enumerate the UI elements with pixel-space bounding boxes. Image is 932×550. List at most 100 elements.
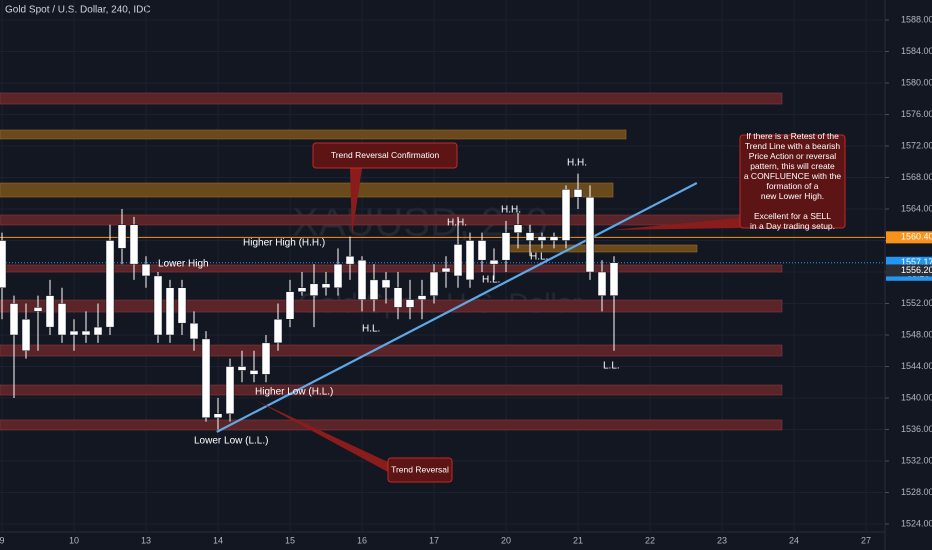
annotation: H.H. xyxy=(447,218,467,229)
annotation: H.H. xyxy=(567,158,587,169)
y-tick-label: 1544.00 xyxy=(901,361,932,371)
y-tick-label: 1564.00 xyxy=(901,203,932,213)
candle-body xyxy=(21,319,31,351)
chart-title: Gold Spot / U.S. Dollar, 240, IDC xyxy=(5,5,151,16)
x-tick-label: 24 xyxy=(789,535,799,545)
candle-body xyxy=(165,287,175,336)
candle-body xyxy=(609,262,619,296)
callout-text: formation of a xyxy=(767,181,819,191)
callout-text: If there is a Retest of the xyxy=(746,131,839,141)
candle-body xyxy=(237,366,247,371)
candle-body xyxy=(453,244,463,277)
zone xyxy=(0,182,614,198)
price-label: 1557.17 xyxy=(901,257,932,267)
candle-body xyxy=(33,307,43,312)
trendline xyxy=(216,182,698,433)
candle-body xyxy=(177,287,187,324)
candle-body xyxy=(117,224,127,249)
candle-body xyxy=(213,413,223,418)
annotation: H.L. xyxy=(482,275,500,286)
price-label: 1556.20 xyxy=(901,265,932,275)
candle-body xyxy=(153,275,163,336)
callout-text: pattern, this will create xyxy=(750,161,835,171)
candle-body xyxy=(381,279,391,288)
x-tick-label: 9 xyxy=(0,535,5,545)
candle-body xyxy=(549,236,559,241)
candle-body xyxy=(477,240,487,261)
callout-box xyxy=(387,457,453,483)
candle-body xyxy=(285,291,295,320)
candle-body xyxy=(561,189,571,241)
y-tick-label: 1548.00 xyxy=(901,329,932,339)
candle-body xyxy=(93,326,103,336)
candle-body xyxy=(45,295,55,328)
candle-body xyxy=(597,271,607,296)
zone xyxy=(0,419,783,431)
candle-body xyxy=(345,256,355,265)
candle-body xyxy=(417,295,427,300)
price-label-box xyxy=(886,264,932,277)
y-tick-label: 1580.00 xyxy=(901,77,932,87)
callout-pointer xyxy=(255,400,388,472)
candle-body xyxy=(393,287,403,308)
x-tick-label: 20 xyxy=(501,535,511,545)
candle-body xyxy=(81,330,91,336)
candle-body xyxy=(189,322,199,340)
y-tick-label: 1584.00 xyxy=(901,46,932,56)
callout-pointer xyxy=(612,218,740,230)
candle-body xyxy=(369,279,379,300)
candle-body xyxy=(9,303,19,336)
zone xyxy=(0,384,783,396)
candle-body xyxy=(573,189,583,198)
price-label: 1560.40 xyxy=(901,232,932,242)
candle-body xyxy=(225,366,235,414)
candle-body xyxy=(585,196,595,273)
candle-body xyxy=(405,299,415,308)
callout-text: in a Day trading setup. xyxy=(750,221,835,231)
y-tick-label: 1532.00 xyxy=(901,455,932,465)
zone xyxy=(0,264,783,273)
candle-body xyxy=(273,319,283,344)
x-tick-label: 23 xyxy=(717,535,727,545)
callout-text: Price Action or reversal xyxy=(749,151,837,161)
x-tick-label: 14 xyxy=(213,535,223,545)
annotation: H.H. xyxy=(501,205,521,216)
annotation: H.L. xyxy=(362,324,380,335)
candle-body xyxy=(105,240,115,328)
y-tick-label: 1572.00 xyxy=(901,140,932,150)
y-tick-label: 1552.00 xyxy=(901,298,932,308)
candle-body xyxy=(57,303,67,336)
callout-text: Trend Reversal xyxy=(391,464,449,474)
x-tick-label: 22 xyxy=(645,535,655,545)
price-label-box xyxy=(886,231,932,244)
annotation: Higher High (H.H.) xyxy=(243,238,325,249)
candle-body xyxy=(249,370,259,375)
zone xyxy=(0,344,783,357)
candle-body xyxy=(357,259,367,300)
callout-text: new Lower High. xyxy=(761,191,824,201)
x-tick-label: 21 xyxy=(573,535,583,545)
candle-body xyxy=(465,240,475,281)
candle-body xyxy=(141,263,151,277)
candle-body xyxy=(201,338,211,418)
candle-body xyxy=(321,283,331,288)
callout-text: Trend Reversal Confirmation xyxy=(331,150,440,160)
x-tick-label: 16 xyxy=(357,535,367,545)
annotation: L.L. xyxy=(603,361,620,372)
annotation: Lower High xyxy=(158,259,209,270)
y-tick-label: 1524.00 xyxy=(901,518,932,528)
y-tick-label: 1536.00 xyxy=(901,424,932,434)
y-tick-label: 1568.00 xyxy=(901,172,932,182)
y-tick-label: 1540.00 xyxy=(901,392,932,402)
callout-text: Trend Line with a bearish xyxy=(745,141,840,151)
candle-body xyxy=(297,287,307,292)
candle-body xyxy=(489,259,499,265)
callout-text: a CONFLUENCE with the xyxy=(744,171,842,181)
y-tick-label: 1576.00 xyxy=(901,109,932,119)
candle-body xyxy=(69,330,79,336)
x-tick-label: 15 xyxy=(285,535,295,545)
candle-body xyxy=(441,267,451,273)
candle-body xyxy=(537,236,547,241)
candle-body xyxy=(129,224,139,265)
